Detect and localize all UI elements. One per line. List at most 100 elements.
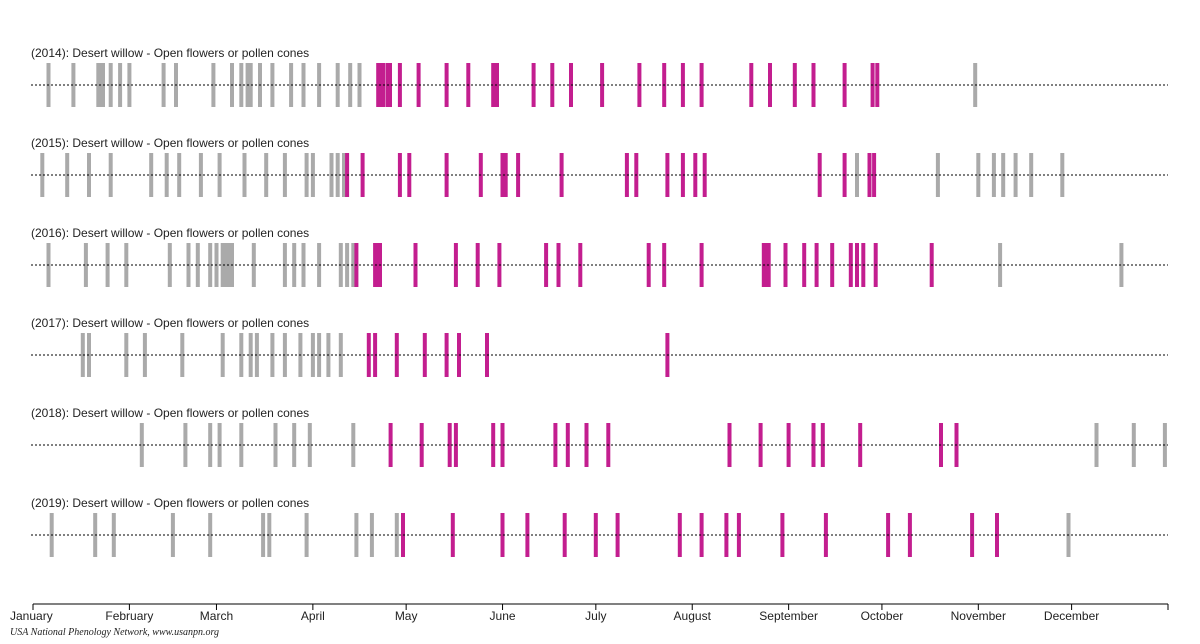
yes-observation-mark — [376, 63, 381, 107]
yes-observation-mark — [724, 513, 729, 557]
no-observation-mark — [124, 243, 129, 287]
yes-observation-mark — [447, 423, 452, 467]
no-observation-mark — [71, 63, 76, 107]
yes-observation-mark — [375, 243, 380, 287]
month-label: September — [759, 609, 818, 623]
no-observation-mark — [292, 423, 297, 467]
month-label: October — [861, 609, 904, 623]
no-observation-mark — [351, 423, 356, 467]
yes-observation-mark — [699, 63, 704, 107]
no-observation-mark — [935, 153, 940, 197]
timeline-row: (2015): Desert willow - Open flowers or … — [31, 136, 1168, 197]
no-observation-mark — [239, 333, 244, 377]
no-observation-mark — [183, 423, 188, 467]
row-title: (2017): Desert willow - Open flowers or … — [31, 316, 309, 330]
month-label: November — [951, 609, 1006, 623]
no-observation-mark — [164, 153, 169, 197]
no-observation-mark — [304, 153, 309, 197]
no-observation-mark — [1131, 423, 1136, 467]
no-observation-mark — [180, 333, 185, 377]
no-observation-mark — [108, 153, 113, 197]
month-label: February — [105, 609, 153, 623]
month-label: May — [395, 609, 418, 623]
yes-observation-mark — [556, 243, 561, 287]
no-observation-mark — [220, 243, 225, 287]
no-observation-mark — [976, 153, 981, 197]
yes-observation-mark — [624, 153, 629, 197]
month-label: March — [200, 609, 233, 623]
no-observation-mark — [335, 63, 340, 107]
no-observation-mark — [292, 243, 297, 287]
yes-observation-mark — [407, 153, 412, 197]
credit-text: USA National Phenology Network, www.usan… — [10, 627, 219, 638]
yes-observation-mark — [516, 153, 521, 197]
yes-observation-mark — [820, 423, 825, 467]
timeline-row: (2017): Desert willow - Open flowers or … — [31, 316, 1168, 377]
no-observation-mark — [211, 63, 216, 107]
yes-observation-mark — [416, 63, 421, 107]
timeline-row: (2016): Desert willow - Open flowers or … — [31, 226, 1168, 287]
no-observation-mark — [220, 333, 225, 377]
no-observation-mark — [248, 333, 253, 377]
timeline-row: (2019): Desert willow - Open flowers or … — [31, 496, 1168, 557]
month-label: July — [585, 609, 606, 623]
yes-observation-mark — [848, 243, 853, 287]
no-observation-mark — [208, 243, 213, 287]
yes-observation-mark — [544, 243, 549, 287]
yes-observation-mark — [811, 63, 816, 107]
no-observation-mark — [991, 153, 996, 197]
no-observation-mark — [267, 513, 272, 557]
yes-observation-mark — [907, 513, 912, 557]
no-observation-mark — [351, 243, 356, 287]
no-observation-mark — [40, 153, 45, 197]
x-axis: January February March April May June July Augu… — [10, 603, 1169, 623]
no-observation-mark — [208, 423, 213, 467]
yes-observation-mark — [811, 423, 816, 467]
row-title: (2019): Desert willow - Open flowers or … — [31, 496, 309, 510]
no-observation-mark — [83, 243, 88, 287]
yes-observation-mark — [531, 63, 536, 107]
no-observation-mark — [307, 423, 312, 467]
no-observation-mark — [111, 513, 116, 557]
month-label: January — [10, 609, 53, 623]
yes-observation-mark — [500, 423, 505, 467]
yes-observation-mark — [727, 423, 732, 467]
yes-observation-mark — [872, 153, 877, 197]
yes-observation-mark — [875, 63, 880, 107]
no-observation-mark — [1119, 243, 1124, 287]
no-observation-mark — [248, 63, 253, 107]
yes-observation-mark — [559, 153, 564, 197]
yes-observation-mark — [736, 513, 741, 557]
month-label: December — [1044, 609, 1099, 623]
yes-observation-mark — [768, 63, 772, 107]
yes-observation-mark — [491, 423, 496, 467]
no-observation-mark — [127, 63, 132, 107]
no-observation-mark — [264, 153, 269, 197]
yes-observation-mark — [388, 423, 393, 467]
no-observation-mark — [1060, 153, 1065, 197]
timeline-rows: (2014): Desert willow - Open flowers or … — [31, 46, 1168, 557]
yes-observation-mark — [444, 63, 449, 107]
no-observation-mark — [348, 63, 353, 107]
yes-observation-mark — [503, 153, 508, 197]
month-label: August — [674, 609, 712, 623]
no-observation-mark — [239, 63, 244, 107]
yes-observation-mark — [444, 333, 449, 377]
yes-observation-mark — [823, 513, 828, 557]
yes-observation-mark — [699, 513, 704, 557]
yes-observation-mark — [388, 63, 392, 107]
yes-observation-mark — [867, 153, 872, 197]
yes-observation-mark — [792, 63, 797, 107]
month-label: April — [301, 609, 325, 623]
no-observation-mark — [167, 243, 172, 287]
no-observation-mark — [239, 423, 244, 467]
yes-observation-mark — [444, 153, 449, 197]
yes-observation-mark — [699, 243, 704, 287]
no-observation-mark — [195, 243, 200, 287]
no-observation-mark — [124, 333, 129, 377]
row-title: (2014): Desert willow - Open flowers or … — [31, 46, 309, 60]
yes-observation-mark — [780, 513, 785, 557]
no-observation-mark — [108, 63, 113, 107]
yes-observation-mark — [615, 513, 620, 557]
